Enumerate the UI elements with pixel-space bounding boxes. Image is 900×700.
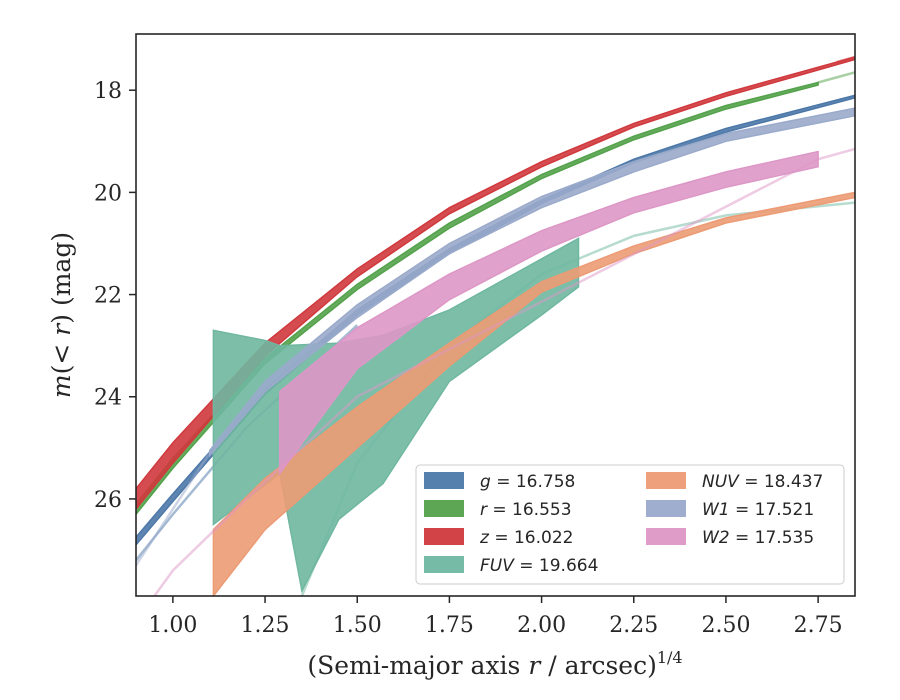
x-tick-label: 2.00 bbox=[517, 613, 566, 638]
series-w1-band bbox=[208, 107, 855, 458]
plot-frame bbox=[135, 33, 856, 597]
y-tick-label: 26 bbox=[94, 488, 122, 513]
x-tick-label: 2.50 bbox=[701, 613, 750, 638]
legend-label-w1: W1 = 17.521 bbox=[702, 500, 814, 520]
legend-swatch-fuv bbox=[424, 556, 464, 573]
legend-frame bbox=[415, 464, 845, 585]
legend-label-g: g = 16.758 bbox=[480, 472, 575, 492]
legend: g = 16.758 r = 16.553 z = 16.022 FUV = 19.6… bbox=[415, 464, 845, 585]
y-axis-title: m(< r) (mag) bbox=[47, 232, 76, 398]
series-r-faint-line bbox=[817, 71, 855, 84]
x-axis-title: (Semi-major axis r / arcsec)1/4 bbox=[307, 648, 682, 680]
y-tick-label: 18 bbox=[94, 79, 122, 104]
legend-swatch-z bbox=[424, 528, 464, 545]
legend-label-nuv: NUV = 18.437 bbox=[702, 472, 823, 492]
x-tick-label: 1.00 bbox=[148, 613, 197, 638]
y-tick-label: 20 bbox=[94, 181, 122, 206]
legend-label-fuv: FUV = 19.664 bbox=[480, 556, 598, 576]
legend-label-z: z = 16.022 bbox=[479, 528, 573, 548]
y-tick-label: 24 bbox=[94, 386, 122, 411]
legend-swatch-g bbox=[424, 472, 464, 489]
series-layer bbox=[136, 55, 855, 596]
y-ticks: 18 20 22 24 26 bbox=[94, 79, 136, 513]
y-tick-label: 22 bbox=[94, 284, 122, 309]
series-w2-faint-line bbox=[153, 147, 855, 596]
x-ticks: 1.00 1.25 1.50 1.75 2.00 2.25 2.50 2.75 bbox=[148, 596, 843, 638]
legend-swatch-nuv bbox=[646, 472, 686, 489]
series-nuv-band bbox=[212, 191, 855, 596]
x-tick-label: 2.75 bbox=[794, 613, 843, 638]
legend-swatch-w1 bbox=[646, 500, 686, 517]
legend-label-w2: W2 = 17.535 bbox=[702, 528, 814, 548]
series-w2-band bbox=[279, 150, 819, 476]
x-tick-label: 1.25 bbox=[241, 613, 290, 638]
x-tick-label: 1.50 bbox=[333, 613, 382, 638]
legend-label-r: r = 16.553 bbox=[480, 500, 572, 520]
legend-swatch-w2 bbox=[646, 528, 686, 545]
series-w1-faint-line bbox=[136, 452, 211, 566]
x-tick-label: 1.75 bbox=[425, 613, 474, 638]
x-tick-label: 2.25 bbox=[609, 613, 658, 638]
legend-swatch-r bbox=[424, 500, 464, 517]
